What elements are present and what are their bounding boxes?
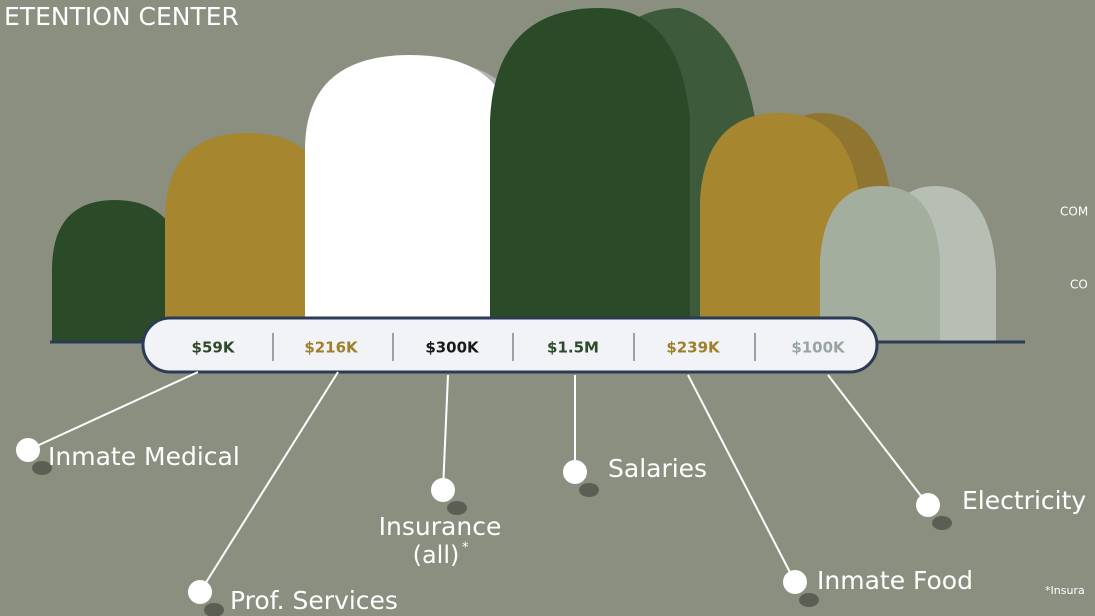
side-text: CO: [1070, 278, 1088, 292]
category-label: Inmate Food: [817, 566, 973, 595]
arch: [820, 186, 940, 342]
side-text: COM: [1060, 205, 1088, 219]
leader-dot: [783, 570, 807, 594]
value-label: $216K: [304, 339, 359, 357]
arch: [305, 55, 515, 342]
arch: [52, 200, 185, 342]
category-label: Inmate Medical: [48, 442, 240, 471]
dot-shadow: [447, 501, 467, 515]
dot-shadow: [204, 603, 224, 616]
category-label: Insurance: [379, 512, 502, 541]
value-label: $59K: [192, 339, 236, 357]
arch: [165, 133, 330, 342]
category-label: Prof. Services: [230, 586, 398, 615]
leader-line: [687, 374, 796, 583]
leader-dot: [431, 478, 455, 502]
value-pill: [141, 316, 879, 374]
dot-shadow: [579, 483, 599, 497]
leader-dot: [563, 460, 587, 484]
dot-shadow: [932, 516, 952, 530]
value-label: $100K: [791, 339, 846, 357]
category-label: Electricity: [962, 486, 1086, 515]
arch: [490, 8, 690, 342]
leader-line: [442, 374, 449, 491]
footnote: *Insura: [1045, 584, 1085, 597]
leader-line: [199, 371, 339, 593]
value-label: $239K: [666, 339, 721, 357]
leader-line: [27, 371, 199, 451]
dot-shadow: [32, 461, 52, 475]
arches: [52, 8, 996, 342]
leader-dot: [916, 493, 940, 517]
dot-shadow: [799, 593, 819, 607]
leader-line: [827, 374, 929, 506]
footnote-mark: *: [462, 541, 469, 556]
category-label: Salaries: [608, 454, 707, 483]
title: ETENTION CENTER: [4, 2, 239, 31]
category-label: (all): [413, 541, 460, 569]
value-label: $1.5M: [547, 339, 599, 357]
leader-dot: [16, 438, 40, 462]
leader-dot: [188, 580, 212, 604]
value-label: $300K: [425, 339, 480, 357]
